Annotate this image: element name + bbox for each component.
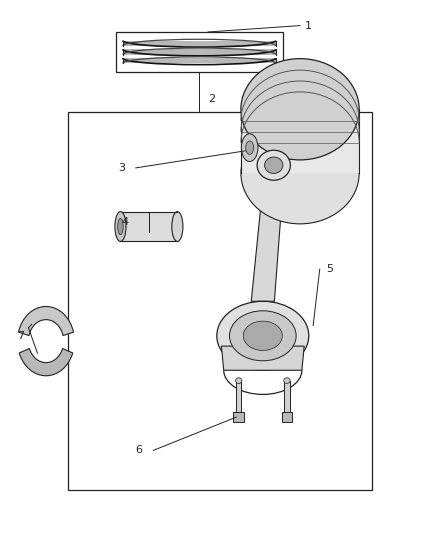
Ellipse shape <box>241 134 258 161</box>
Text: 4: 4 <box>121 216 128 227</box>
Ellipse shape <box>217 301 309 370</box>
Bar <box>123 50 276 54</box>
Bar <box>123 58 276 63</box>
Text: 7: 7 <box>17 331 24 341</box>
Wedge shape <box>18 306 74 336</box>
Ellipse shape <box>115 212 126 241</box>
Ellipse shape <box>241 59 359 160</box>
Ellipse shape <box>265 157 283 173</box>
Polygon shape <box>221 346 304 370</box>
Ellipse shape <box>243 321 283 351</box>
Text: 6: 6 <box>135 446 142 455</box>
Bar <box>233 413 244 422</box>
Ellipse shape <box>257 150 290 180</box>
Ellipse shape <box>230 311 296 361</box>
Bar <box>241 109 359 173</box>
Ellipse shape <box>236 378 242 384</box>
Ellipse shape <box>284 378 290 384</box>
Text: 2: 2 <box>208 94 215 103</box>
Text: 5: 5 <box>326 264 333 274</box>
Bar <box>120 212 177 241</box>
Bar <box>284 381 290 413</box>
Bar <box>116 32 283 72</box>
Polygon shape <box>251 177 284 301</box>
Bar <box>282 413 292 422</box>
Text: 1: 1 <box>304 21 311 30</box>
Ellipse shape <box>118 219 123 235</box>
Bar <box>68 112 372 490</box>
Ellipse shape <box>246 141 254 155</box>
Ellipse shape <box>172 212 183 241</box>
Bar <box>123 41 276 46</box>
Ellipse shape <box>241 123 359 224</box>
Bar <box>236 381 241 413</box>
Wedge shape <box>19 349 73 376</box>
Text: 3: 3 <box>118 163 125 173</box>
